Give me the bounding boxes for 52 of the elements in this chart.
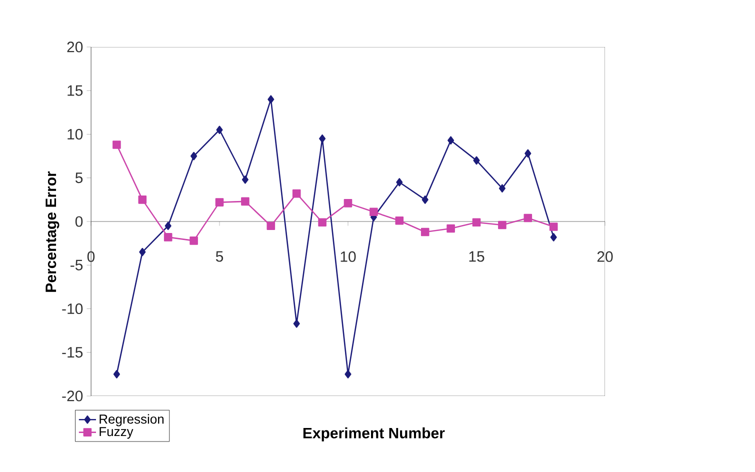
point [448, 136, 454, 145]
y-tick-label: 10 [68, 128, 83, 140]
point [242, 175, 248, 184]
point [446, 224, 455, 233]
y-axis-title: Percentage Error [46, 171, 60, 292]
y-tick-label: -5 [70, 260, 83, 270]
point [498, 220, 506, 230]
y-tick-label: -10 [62, 303, 83, 314]
point [395, 216, 404, 225]
point [190, 152, 198, 160]
point [549, 222, 558, 231]
point [138, 196, 147, 204]
y-tick-label: 5 [75, 172, 83, 184]
legend-label: Regression [100, 414, 164, 426]
point [319, 134, 326, 143]
point [318, 218, 326, 227]
point [215, 198, 224, 206]
point [216, 126, 223, 134]
x-tick-label: 10 [340, 251, 356, 262]
point [344, 370, 352, 378]
x-tick-label: 20 [597, 251, 613, 262]
point [266, 222, 276, 230]
point [190, 236, 198, 245]
point [422, 196, 428, 204]
point [241, 197, 250, 206]
point [113, 370, 120, 378]
y-tick-label: -15 [62, 347, 83, 358]
point [524, 149, 532, 158]
y-tick-label: 15 [68, 85, 83, 96]
point [472, 218, 481, 227]
point [112, 140, 121, 149]
point [139, 248, 146, 256]
point [293, 319, 300, 328]
y-tick-label: 20 [67, 42, 83, 52]
point [164, 233, 172, 242]
point [550, 233, 557, 242]
point [164, 222, 172, 230]
point [524, 214, 532, 222]
legend-label: Fuzzy [100, 427, 134, 439]
point [344, 199, 352, 208]
point [370, 208, 378, 216]
x-tick-label: 15 [469, 251, 484, 262]
x-tick-label: 5 [216, 251, 224, 262]
point [292, 189, 301, 198]
point [420, 228, 430, 236]
y-tick-label: -20 [62, 390, 83, 402]
point [473, 156, 480, 165]
point [268, 95, 274, 104]
y-tick-label: 0 [75, 216, 83, 227]
x-axis-title: Experiment Number [303, 427, 445, 442]
point [498, 184, 506, 192]
point [396, 178, 403, 186]
